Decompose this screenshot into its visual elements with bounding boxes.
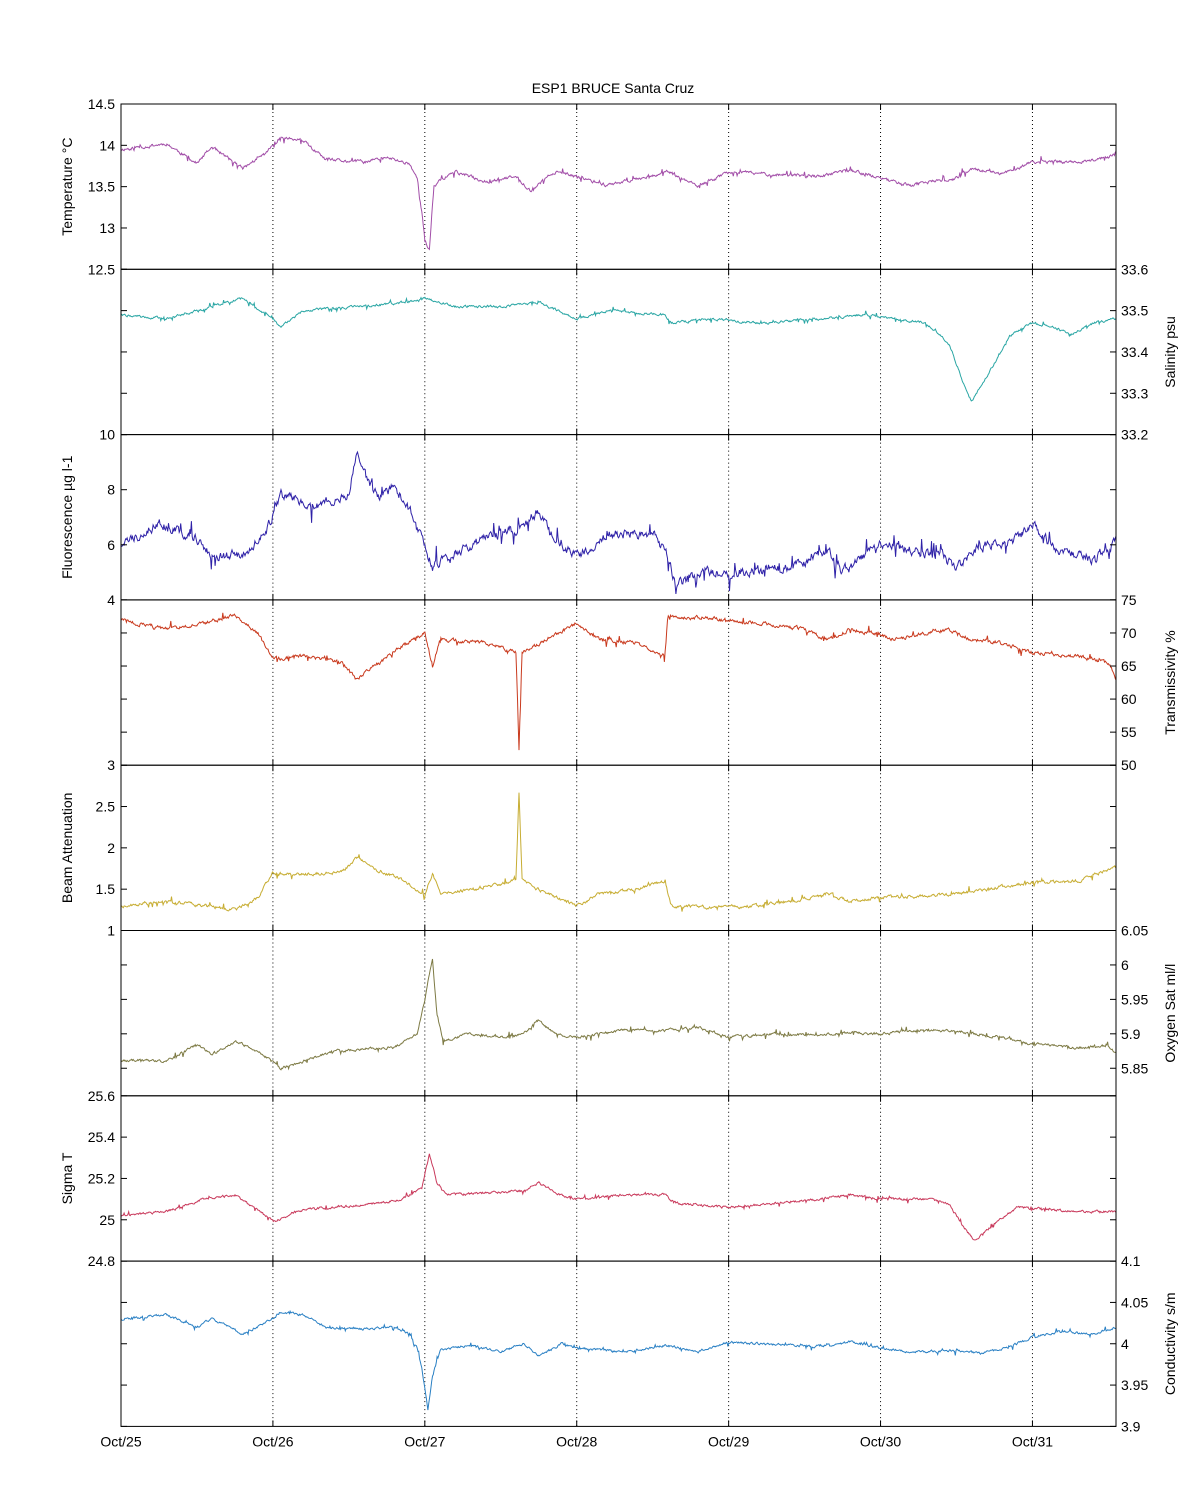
y-axis-label-conductivity: Conductivity s/m: [1162, 1292, 1178, 1395]
series-line-sigma_t: [120, 1153, 1117, 1241]
y-tick-label-transmissivity: 65: [1121, 658, 1137, 674]
series-line-oxygen_sat: [120, 958, 1116, 1071]
x-tick-label: Oct/29: [708, 1433, 749, 1449]
y-tick-label-conductivity: 3.95: [1121, 1377, 1148, 1393]
y-tick-label-beam_attenuation: 2.5: [96, 799, 116, 815]
y-tick-label-conductivity: 4.1: [1121, 1253, 1141, 1269]
y-tick-label-fluorescence: 10: [99, 427, 115, 443]
panel-transmissivity: 50 55 60 65 70 75 Transmissivity %: [120, 592, 1178, 773]
y-tick-label-beam_attenuation: 1.5: [96, 881, 116, 897]
y-tick-label-temperature: 13.5: [88, 179, 115, 195]
y-tick-label-oxygen_sat: 5.9: [1121, 1026, 1141, 1042]
y-axis-label-transmissivity: Transmissivity %: [1162, 630, 1178, 735]
x-tick-label: Oct/27: [404, 1433, 445, 1449]
y-tick-label-oxygen_sat: 6.05: [1121, 923, 1148, 939]
y-tick-label-salinity: 33.4: [1121, 344, 1148, 360]
y-tick-label-salinity: 33.2: [1121, 427, 1148, 443]
y-tick-label-fluorescence: 6: [107, 537, 115, 553]
panel-oxygen_sat: 5.85 5.9 5.95 6 6.05 Oxygen Sat ml/l: [120, 923, 1178, 1097]
y-tick-label-temperature: 14.5: [88, 96, 115, 112]
x-tick-label: Oct/26: [252, 1433, 293, 1449]
y-tick-label-transmissivity: 60: [1121, 691, 1137, 707]
y-tick-label-beam_attenuation: 2: [107, 840, 115, 856]
y-tick-label-salinity: 33.3: [1121, 385, 1148, 401]
y-tick-label-sigma_t: 25.4: [88, 1129, 115, 1145]
y-tick-label-beam_attenuation: 3: [107, 757, 115, 773]
y-axis-label-oxygen_sat: Oxygen Sat ml/l: [1162, 964, 1178, 1063]
y-axis-label-fluorescence: Fluorescence µg l-1: [59, 455, 75, 578]
y-tick-label-beam_attenuation: 1: [107, 923, 115, 939]
series-line-beam_attenuation: [120, 792, 1117, 912]
y-axis-label-temperature: Temperature °C: [59, 138, 75, 236]
y-tick-label-oxygen_sat: 5.95: [1121, 991, 1148, 1007]
y-tick-label-transmissivity: 50: [1121, 757, 1137, 773]
chart-title: ESP1 BRUCE Santa Cruz: [532, 80, 695, 96]
y-axis-label-beam_attenuation: Beam Attenuation: [59, 793, 75, 904]
y-tick-label-sigma_t: 25: [99, 1212, 115, 1228]
y-tick-label-sigma_t: 24.8: [88, 1253, 115, 1269]
series-line-fluorescence: [120, 450, 1117, 595]
panel-fluorescence: 4 6 8 10 Fluorescence µg l-1: [59, 427, 1117, 608]
y-tick-label-sigma_t: 25.6: [88, 1088, 115, 1104]
y-tick-label-fluorescence: 8: [107, 482, 115, 498]
series-line-transmissivity: [120, 612, 1117, 751]
x-tick-label: Oct/28: [556, 1433, 597, 1449]
y-tick-label-sigma_t: 25.2: [88, 1170, 115, 1186]
panel-conductivity: 3.9 3.95 4 4.05 4.1 Conductivity s/m: [120, 1253, 1178, 1434]
y-axis-label-sigma_t: Sigma T: [59, 1152, 75, 1204]
y-tick-label-transmissivity: 70: [1121, 625, 1137, 641]
y-tick-label-temperature: 13: [99, 220, 115, 236]
x-tick-label: Oct/25: [100, 1433, 141, 1449]
y-tick-label-transmissivity: 55: [1121, 724, 1137, 740]
series-line-temperature: [120, 136, 1117, 251]
y-tick-label-fluorescence: 4: [107, 592, 115, 608]
series-line-salinity: [120, 296, 1117, 402]
y-tick-label-temperature: 12.5: [88, 261, 115, 277]
y-tick-label-salinity: 33.6: [1121, 261, 1148, 277]
y-tick-label-conductivity: 3.9: [1121, 1418, 1141, 1434]
y-tick-label-conductivity: 4: [1121, 1336, 1129, 1352]
y-tick-label-oxygen_sat: 6: [1121, 957, 1129, 973]
y-axis-label-salinity: Salinity psu: [1162, 316, 1178, 388]
x-tick-label: Oct/30: [860, 1433, 901, 1449]
y-tick-label-transmissivity: 75: [1121, 592, 1137, 608]
y-tick-label-salinity: 33.5: [1121, 303, 1148, 319]
x-tick-label: Oct/31: [1012, 1433, 1053, 1449]
series-line-conductivity: [120, 1309, 1117, 1411]
y-tick-label-temperature: 14: [99, 137, 115, 153]
panel-sigma_t: 24.8 25 25.2 25.4 25.6 Sigma T: [59, 1088, 1117, 1269]
y-tick-label-conductivity: 4.05: [1121, 1294, 1148, 1310]
panel-salinity: 33.2 33.3 33.4 33.5 33.6 Salinity psu: [120, 261, 1178, 443]
y-tick-label-oxygen_sat: 5.85: [1121, 1060, 1148, 1076]
